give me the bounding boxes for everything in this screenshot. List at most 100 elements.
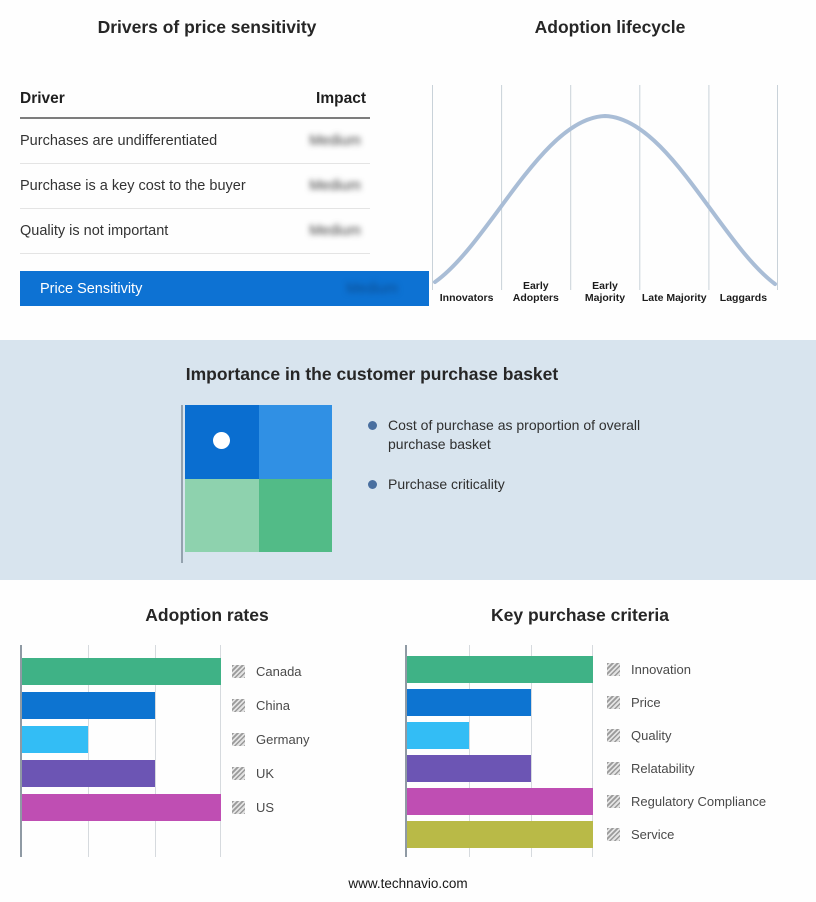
bar-row — [407, 722, 593, 749]
impact-column-header: Impact — [316, 90, 366, 107]
driver-column-header: Driver — [20, 90, 65, 107]
driver-row: Quality is not important Medium — [20, 209, 370, 254]
quadrant-cell-bottom-left — [185, 478, 259, 552]
drivers-table: Driver Impact Purchases are undifferenti… — [20, 90, 370, 254]
bullet-text: Cost of purchase as proportion of overal… — [388, 417, 641, 453]
quadrant-marker-dot — [213, 432, 230, 449]
impact-value: Medium — [309, 178, 361, 194]
driver-label: Quality is not important — [20, 223, 169, 239]
purchase-basket-quadrant — [181, 405, 332, 563]
legend-label: Relatability — [631, 761, 695, 776]
impact-value: Medium — [309, 133, 361, 149]
stage-gridlines — [432, 85, 778, 290]
stage-label: Early Adopters — [512, 279, 559, 305]
bar-row — [22, 794, 221, 821]
driver-row: Purchase is a key cost to the buyer Mediu… — [20, 164, 370, 209]
chart-gridline — [220, 645, 221, 857]
key-purchase-criteria-legend: Innovation Price Quality Relatability Regula… — [607, 645, 766, 854]
key-purchase-criteria-title: Key purchase criteria — [490, 605, 669, 625]
legend-item: Canada — [232, 658, 309, 685]
legend-item: China — [232, 692, 309, 719]
purchase-basket-bullets: Cost of purchase as proportion of overal… — [368, 416, 646, 494]
bar-row — [407, 755, 593, 782]
legend-swatch-icon — [232, 767, 245, 780]
bar-quality — [407, 722, 469, 749]
legend-item: Innovation — [607, 656, 766, 683]
legend-swatch-icon — [607, 663, 620, 676]
drivers-title: Drivers of price sensitivity — [97, 17, 317, 37]
quadrant-cell-top-right — [258, 405, 332, 479]
legend-label: China — [256, 698, 290, 713]
adoption-rates-chart — [20, 645, 221, 857]
stage-label: Late Majority — [641, 292, 707, 305]
stage-label: Laggards — [719, 292, 768, 305]
chart-gridline — [592, 645, 593, 857]
adoption-rates-legend: Canada China Germany UK US — [232, 645, 309, 828]
bar-innovation — [407, 656, 593, 683]
driver-label: Purchase is a key cost to the buyer — [20, 178, 246, 194]
bar-row — [407, 821, 593, 848]
lifecycle-curve-svg — [432, 85, 778, 290]
legend-swatch-icon — [607, 795, 620, 808]
legend-item: Service — [607, 821, 766, 848]
bar-price — [407, 689, 531, 716]
legend-label: US — [256, 800, 275, 815]
quadrant-grid — [185, 405, 332, 552]
bar-row — [22, 760, 221, 787]
bar-germany — [22, 726, 89, 753]
legend-item: UK — [232, 760, 309, 787]
bullet-item: Purchase criticality — [368, 475, 646, 494]
legend-label: Canada — [256, 664, 302, 679]
purchase-basket-title: Importance in the customer purchase bask… — [185, 364, 559, 384]
driver-label: Purchases are undifferentiated — [20, 133, 218, 149]
legend-item: US — [232, 794, 309, 821]
bullet-icon — [368, 421, 377, 430]
bar-row — [22, 658, 221, 685]
chart-gridline — [468, 645, 470, 857]
bar-row — [22, 726, 221, 753]
bar-us — [22, 794, 221, 821]
legend-item: Relatability — [607, 755, 766, 782]
bar-uk — [22, 760, 155, 787]
drivers-table-rows: Purchases are undifferentiated Medium Purc… — [20, 119, 370, 254]
impact-value: Medium — [309, 223, 361, 239]
stage-label: Early Majority — [584, 279, 626, 305]
bar-regulatory-compliance — [407, 788, 593, 815]
price-sensitivity-label: Price Sensitivity — [40, 280, 143, 297]
chart-gridline — [154, 645, 156, 857]
legend-label: UK — [256, 766, 275, 781]
bar-row — [407, 689, 593, 716]
price-sensitivity-row: Price Sensitivity Medium — [20, 271, 429, 306]
legend-item: Price — [607, 689, 766, 716]
price-sensitivity-impact-value: Medium — [346, 280, 398, 297]
legend-label: Innovation — [631, 662, 691, 677]
bullet-item: Cost of purchase as proportion of overal… — [368, 416, 646, 455]
bullet-text: Purchase criticality — [388, 475, 505, 492]
bullet-icon — [368, 479, 377, 489]
lifecycle-bell-curve — [433, 113, 777, 286]
legend-swatch-icon — [607, 696, 620, 709]
legend-label: Quality — [631, 728, 672, 743]
bar-canada — [22, 658, 221, 685]
key-purchase-criteria-chart — [405, 645, 593, 857]
bar-row — [407, 788, 593, 815]
bar-china — [22, 692, 155, 719]
adoption-rates-title: Adoption rates — [145, 605, 269, 625]
legend-swatch-icon — [607, 828, 620, 841]
legend-item: Quality — [607, 722, 766, 749]
bar-relatability — [407, 755, 531, 782]
legend-swatch-icon — [607, 762, 620, 775]
legend-swatch-icon — [232, 665, 245, 678]
legend-swatch-icon — [232, 699, 245, 712]
chart-gridline — [88, 645, 90, 857]
quadrant-cell-bottom-right — [258, 478, 332, 552]
bar-service — [407, 821, 593, 848]
legend-label: Germany — [256, 732, 310, 747]
footer-url: www.technavio.com — [348, 876, 468, 891]
purchase-basket-section: Importance in the customer purchase bask… — [0, 340, 816, 580]
legend-item: Germany — [232, 726, 309, 753]
lifecycle-title: Adoption lifecycle — [534, 17, 686, 37]
legend-swatch-icon — [232, 801, 245, 814]
bar-row — [22, 692, 221, 719]
